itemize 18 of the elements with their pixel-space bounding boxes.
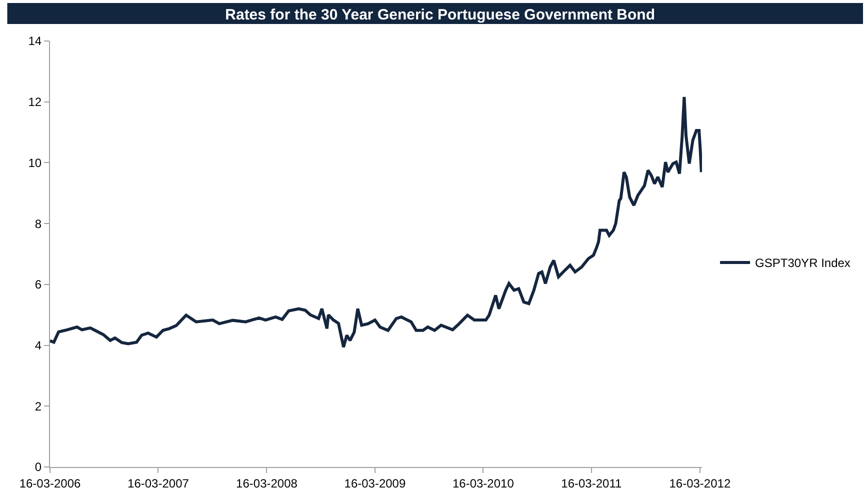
- y-tick-label: 10: [28, 156, 42, 170]
- chart-title: Rates for the 30 Year Generic Portuguese Government Bond: [225, 6, 656, 24]
- line-series: [50, 95, 702, 349]
- x-tick-label: 16-03-2007: [128, 476, 190, 490]
- y-tick-label: 2: [34, 399, 42, 414]
- x-tick-label: 16-03-2010: [452, 476, 514, 490]
- x-tick-label: 16-03-2008: [236, 476, 298, 490]
- y-tick-label: 0: [34, 460, 42, 474]
- y-tick-label: 6: [34, 278, 42, 292]
- y-tick-label: 12: [28, 95, 42, 110]
- x-tick-label: 16-03-2011: [561, 476, 622, 490]
- y-tick-label: 8: [34, 216, 42, 231]
- y-tick-label: 14: [28, 34, 42, 48]
- legend-label: GSPT30YR Index: [755, 256, 850, 270]
- x-tick-label: 16-03-2009: [344, 476, 406, 490]
- x-tick-label: 16-03-2006: [19, 476, 82, 490]
- y-tick-label: 4: [34, 338, 42, 352]
- x-tick-label: 16-03-2012: [669, 476, 731, 490]
